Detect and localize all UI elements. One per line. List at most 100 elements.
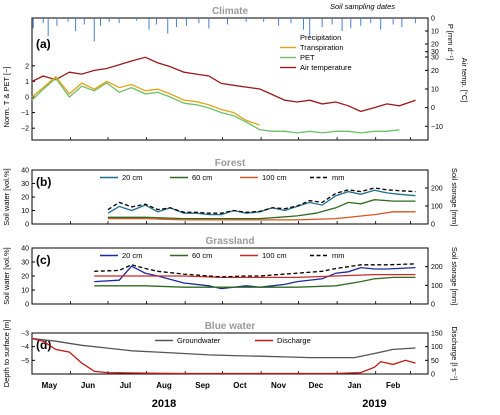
y-axis-label-precip: P [mm d⁻¹]	[446, 24, 455, 60]
y-tick-label: 0	[25, 302, 29, 309]
y-tick-label-right: 0	[431, 222, 435, 229]
y-tick-label: −1	[21, 110, 29, 117]
series-pet-line	[31, 77, 400, 134]
legend-entry: Precipitation	[300, 33, 341, 42]
panel-title: Climate	[212, 6, 249, 17]
y-tick-label: 0	[25, 222, 29, 229]
y-axis-label-right: Soil storage [mm]	[450, 168, 459, 226]
series-100-cm-line	[94, 273, 416, 279]
y-tick-label: −2	[21, 126, 29, 133]
x-tick-label: May	[42, 381, 58, 390]
series-mm-line	[94, 263, 416, 278]
y-tick-label-right: 10	[431, 29, 439, 36]
y-tick-label-right: 100	[431, 204, 443, 211]
x-tick-label: Nov	[271, 381, 287, 390]
panel-label: (c)	[36, 253, 51, 267]
y-tick-label-right: 200	[431, 264, 443, 271]
year-label: 2018	[152, 398, 176, 410]
y-tick-label: 10	[21, 208, 29, 215]
y-tick-label: −3	[21, 331, 29, 338]
y-tick-label: −4	[21, 344, 29, 351]
y-axis-label-temp: Air temp. [°C]	[460, 58, 469, 103]
y-axis-label: Soil water [vol.%]	[2, 168, 11, 226]
series-100-cm-line	[108, 211, 416, 221]
y-axis-label: Soil water [vol.%]	[2, 247, 11, 305]
series-60-cm-line	[94, 276, 416, 288]
y-axis-label: Norm. T & PET [−]	[2, 66, 11, 127]
panel-1: Forest (b) 0 10 20 30 40 0 100 200 Soil water [vol…	[2, 158, 459, 229]
panel-3: Blue water (d) −3 −4 −5 0 50 100 150 Depth to sur…	[2, 320, 459, 388]
legend-entry: PET	[300, 53, 315, 62]
y-tick-label-right: 10	[431, 87, 439, 94]
year-label: 2019	[362, 398, 386, 410]
series-groundwater-line	[31, 337, 416, 359]
legend-entry: mm	[332, 251, 345, 260]
legend-entry: Air temperature	[300, 63, 352, 72]
series-mm-line	[107, 187, 416, 214]
series-discharge-line	[31, 337, 416, 375]
panel-frame	[31, 17, 429, 141]
legend-entry: Discharge	[277, 336, 311, 345]
y-tick-label: 2	[25, 63, 29, 70]
x-tick-label: Dec	[309, 381, 324, 390]
y-tick-label-right: 100	[431, 344, 443, 351]
series-60-cm-line	[108, 199, 416, 220]
panel-title: Blue water	[205, 321, 256, 332]
y-tick-label-right: 30	[431, 49, 439, 56]
y-tick-label-right: 100	[431, 283, 443, 290]
y-tick-label-right: 200	[431, 186, 443, 193]
y-tick-label-right: 0	[431, 372, 435, 379]
panel-label: (b)	[36, 175, 51, 189]
legend-entry: 60 cm	[192, 251, 212, 260]
y-tick-label: 10	[21, 288, 29, 295]
y-tick-label: 40	[21, 168, 29, 175]
y-tick-label-right: 0	[431, 16, 435, 23]
x-tick-label: Feb	[386, 381, 400, 390]
legend-entry: mm	[332, 173, 345, 182]
y-tick-label: 20	[21, 195, 29, 202]
y-tick-label-right: 0	[431, 105, 435, 112]
legend-entry: Transpiration	[300, 43, 344, 52]
x-tick-label: Jul	[120, 381, 132, 390]
panel-label: (d)	[36, 338, 51, 352]
series-air-temperature-line	[31, 56, 416, 113]
annotation-soil-sampling: Soil sampling dates	[330, 2, 395, 11]
y-tick-label-right: 30	[431, 55, 439, 62]
legend-entry: 60 cm	[192, 173, 212, 182]
panel-label: (a)	[36, 37, 51, 51]
y-tick-label: 1	[25, 79, 29, 86]
x-tick-label: Sep	[195, 381, 210, 390]
y-tick-label: 0	[25, 95, 29, 102]
y-axis-label-right: Soil storage [mm]	[450, 247, 459, 305]
y-tick-label-right: 20	[431, 68, 439, 75]
y-tick-label: 30	[21, 181, 29, 188]
y-axis-label: Depth to surface [m]	[2, 320, 11, 388]
x-tick-label: Jan	[348, 381, 362, 390]
y-tick-label-right: −10	[431, 124, 443, 131]
y-axis-label-right: Discharge [l s⁻¹]	[450, 327, 459, 381]
legend-entry: 100 cm	[262, 251, 287, 260]
x-tick-label: Aug	[156, 381, 172, 390]
panel-frame	[31, 169, 429, 225]
legend-entry: Groundwater	[177, 336, 221, 345]
legend-entry: 20 cm	[122, 251, 142, 260]
y-tick-label: 30	[21, 260, 29, 267]
y-tick-label-right: 50	[431, 358, 439, 365]
y-tick-label: 40	[21, 246, 29, 253]
x-tick-label: Jun	[81, 381, 95, 390]
y-tick-label-right: 150	[431, 331, 443, 338]
legend-entry: 20 cm	[122, 173, 142, 182]
panel-title: Grassland	[206, 236, 255, 247]
series-transpiration-line	[31, 75, 261, 126]
y-tick-label-right: 20	[431, 42, 439, 49]
panel-frame	[31, 332, 429, 375]
x-tick-label: Oct	[233, 381, 247, 390]
panel-2: Grassland (c) 0 10 20 30 40 0 100 200 Soil water […	[2, 236, 459, 309]
y-tick-label: −5	[21, 358, 29, 365]
y-tick-label: 20	[21, 274, 29, 281]
panel-title: Forest	[215, 158, 246, 169]
y-tick-label-right: 0	[431, 302, 435, 309]
legend-entry: 100 cm	[262, 173, 287, 182]
